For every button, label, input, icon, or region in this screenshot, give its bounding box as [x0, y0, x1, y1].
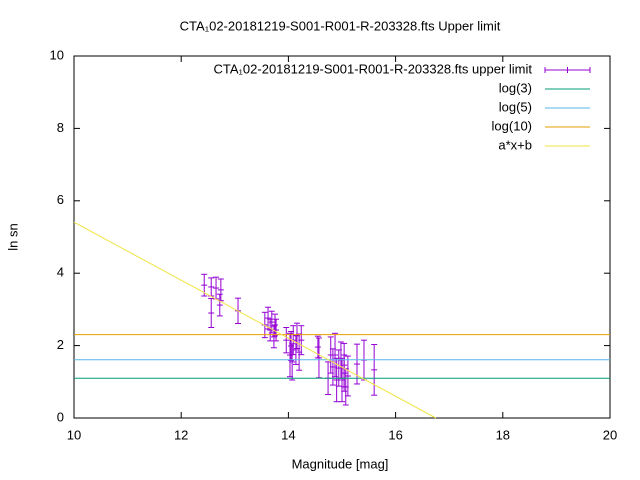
y-tick-label: 0 [57, 409, 64, 424]
legend-label: log(5) [499, 99, 532, 114]
legend-label: log(3) [499, 80, 532, 95]
x-tick-label: 10 [67, 427, 81, 442]
x-tick-label: 18 [496, 427, 510, 442]
y-tick-label: 4 [57, 265, 64, 280]
y-tick-label: 2 [57, 337, 64, 352]
fit-line [73, 221, 437, 419]
legend-label: a*x+b [498, 137, 532, 152]
y-axis-label: ln sn [5, 223, 20, 250]
plot-border [73, 55, 611, 419]
chart-title: CTA₁02-20181219-S001-R001-R-203328.fts U… [180, 18, 501, 33]
y-tick-label: 6 [57, 192, 64, 207]
x-tick-label: 12 [174, 427, 188, 442]
x-tick-label: 14 [281, 427, 295, 442]
x-tick-label: 16 [388, 427, 402, 442]
legend-label: CTA₁02-20181219-S001-R001-R-203328.fts u… [214, 61, 533, 76]
x-axis-label: Magnitude [mag] [292, 456, 389, 471]
x-tick-label: 20 [603, 427, 617, 442]
y-tick-label: 10 [50, 47, 64, 62]
legend-label: log(10) [492, 118, 532, 133]
y-tick-label: 8 [57, 120, 64, 135]
